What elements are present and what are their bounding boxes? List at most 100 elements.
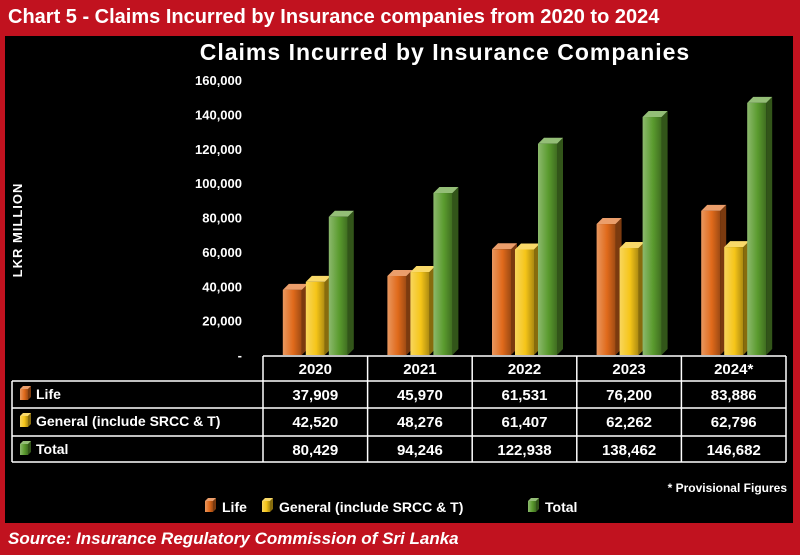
legend-swatch-top (20, 386, 31, 389)
table-value: 76,200 (606, 387, 652, 404)
table-series-key (20, 441, 31, 455)
bar-face (492, 249, 511, 355)
provisional-note: * Provisional Figures (668, 481, 788, 495)
bar-top (305, 275, 331, 282)
bar-top (642, 111, 668, 118)
y-tick-label: 40,000 (202, 279, 242, 294)
bar-face (515, 249, 534, 355)
bar-life-2024 (701, 204, 727, 355)
legend-swatch-face (205, 501, 213, 512)
bar-side (766, 96, 773, 355)
legend-swatch-side (28, 413, 31, 427)
bar-life-2023 (596, 218, 622, 355)
y-tick-label: 120,000 (195, 142, 242, 157)
source-note: Source: Insurance Regulatory Commission … (8, 529, 459, 548)
table-value: 42,520 (292, 414, 338, 431)
bar-top (747, 96, 773, 103)
table-value: 48,276 (397, 414, 443, 431)
legend-swatch-top (205, 498, 216, 501)
x-tick-label: 2021 (403, 361, 436, 378)
table-value: 122,938 (497, 442, 551, 459)
chart-title: Claims Incurred by Insurance Companies (200, 39, 690, 65)
table-series-name: General (include SRCC & T) (36, 413, 220, 429)
bar-top (538, 137, 563, 144)
bar-face (724, 247, 744, 355)
bar-top (492, 243, 517, 250)
bar-face (619, 247, 639, 355)
bar-top (724, 241, 750, 248)
legend-swatch-side (213, 498, 216, 512)
bar-face (747, 102, 767, 355)
bar-general-2021 (410, 266, 436, 355)
bar-face (538, 143, 557, 355)
table-value: 94,246 (397, 442, 443, 459)
y-tick-label: - (238, 348, 242, 363)
legend-swatch-face (528, 501, 536, 512)
legend-swatch-top (528, 498, 539, 501)
bar-side (452, 187, 459, 355)
legend-swatch-top (20, 413, 31, 416)
legend-item-label: Life (222, 499, 247, 515)
legend-swatch-face (262, 501, 270, 512)
bar-total-2022 (538, 137, 563, 355)
chart-header: Chart 5 - Claims Incurred by Insurance c… (0, 0, 800, 36)
table-series-name: Life (36, 386, 61, 402)
bar-top (328, 210, 354, 217)
bar-face (642, 117, 662, 356)
legend-swatch-face (20, 389, 28, 400)
chart-header-title: Chart 5 - Claims Incurred by Insurance c… (8, 6, 660, 28)
table-value: 80,429 (292, 442, 338, 459)
bar-face (387, 275, 407, 355)
bar-top (619, 241, 645, 248)
bar-face (410, 272, 430, 355)
legend-swatch-side (28, 386, 31, 400)
legend-swatch-side (536, 498, 539, 512)
table-value: 62,796 (711, 414, 757, 431)
table-value: 61,531 (502, 387, 548, 404)
x-tick-label: 2020 (299, 361, 332, 378)
legend-swatch-side (270, 498, 273, 512)
table-value: 61,407 (502, 414, 548, 431)
legend-swatch-face (20, 444, 28, 455)
table-series-key (20, 413, 31, 427)
bar-face (701, 210, 721, 355)
y-tick-label: 20,000 (202, 314, 242, 329)
table-series-key (20, 386, 31, 400)
table-value: 146,682 (707, 442, 761, 459)
legend-item-key (205, 498, 216, 512)
table-value: 37,909 (292, 387, 338, 404)
bar-life-2022 (492, 243, 517, 355)
table-value: 62,262 (606, 414, 652, 431)
bar-top (433, 187, 459, 194)
legend-swatch-side (28, 441, 31, 455)
legend-swatch-top (20, 441, 31, 444)
table-value: 138,462 (602, 442, 656, 459)
bar-face (282, 289, 302, 355)
bar-top (410, 266, 436, 273)
bar-top (701, 204, 727, 211)
bar-total-2020 (328, 210, 354, 355)
legend-item-key (262, 498, 273, 512)
y-tick-label: 60,000 (202, 245, 242, 260)
y-tick-label: 80,000 (202, 211, 242, 226)
bar-side (347, 210, 354, 355)
legend-item-label: General (include SRCC & T) (279, 499, 463, 515)
y-tick-label: 140,000 (195, 107, 242, 122)
bar-total-2023 (642, 111, 668, 356)
bar-face (305, 281, 325, 355)
y-tick-label: 100,000 (195, 176, 242, 191)
chart-footer: Source: Insurance Regulatory Commission … (0, 523, 800, 555)
y-tick-label: 160,000 (195, 73, 242, 88)
bar-top (515, 243, 540, 250)
bar-face (596, 224, 616, 355)
bar-total-2021 (433, 187, 459, 355)
table-value: 83,886 (711, 387, 757, 404)
bar-general-2022 (515, 243, 540, 355)
bar-side (661, 111, 668, 356)
x-tick-label: 2022 (508, 361, 541, 378)
bar-top (387, 269, 413, 276)
bar-top (282, 283, 308, 290)
table-value: 45,970 (397, 387, 443, 404)
x-tick-label: 2023 (612, 361, 645, 378)
